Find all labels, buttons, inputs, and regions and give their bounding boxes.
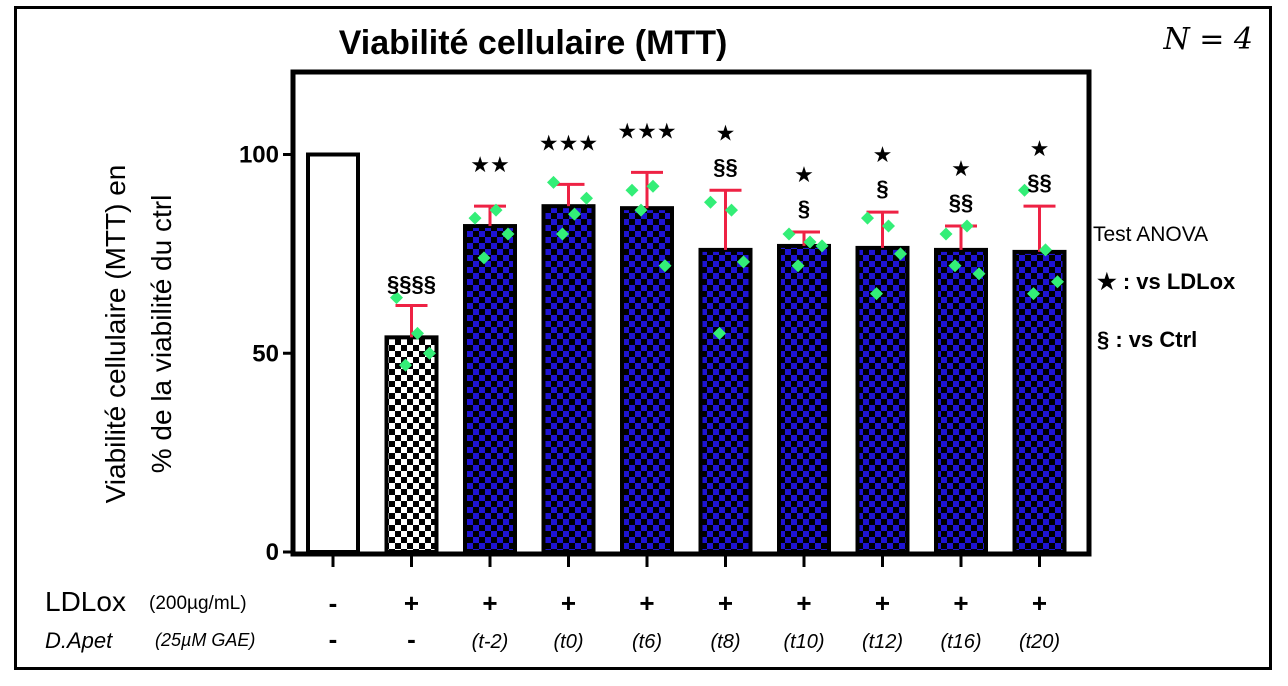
bar-t6 [620,206,674,554]
data-point-t16-1 [960,219,974,233]
row-ldlox-value-Ctrl: - [329,588,338,618]
data-point-t20-2 [1051,275,1064,289]
data-point-t8-0 [704,195,717,209]
sig-stars-t6: ★★★ [617,119,676,144]
data-point-t6-0 [625,183,639,197]
data-point-t-2-0 [468,211,482,225]
data-point-t10-1 [803,235,817,249]
data-point-t8-1 [725,203,738,217]
legend-section: § : vs Ctrl [1097,327,1197,352]
data-point-t12-1 [882,219,895,233]
row-ldlox-label: LDLox [45,586,126,617]
data-point-t0-0 [547,175,560,189]
row-ldlox-value-t6: + [639,588,654,618]
sig-stars-t10: ★ [794,163,814,188]
data-point-t-2-1 [489,203,503,217]
data-point-t6-1 [646,179,660,193]
data-point-t8-3 [713,326,726,340]
row-dapet-unit: (25µM GAE) [155,630,255,650]
row-dapet-value-t16: (t16) [940,631,981,653]
data-point-LDLox-3 [399,358,412,372]
data-point-t-2-2 [501,227,515,241]
sig-stars-t12: ★ [873,143,893,168]
data-point-t6-3 [634,203,648,217]
data-point-t16-3 [948,259,962,273]
bar-Ctrl [306,152,360,554]
n-label: N = 4 [1162,22,1253,57]
row-dapet-label: D.Apet [45,628,113,653]
data-point-t8-2 [737,255,750,269]
figure-frame: Viabilité cellulaire (MTT) N = 4 Viabili… [14,6,1272,670]
row-ldlox-unit: (200µg/mL) [149,593,247,614]
sig-stars-t0: ★★★ [539,131,598,156]
bar-t8 [698,247,753,554]
row-dapet-value-t0: (t0) [554,631,584,653]
row-dapet-value-t10: (t10) [783,631,824,653]
sig-sections-LDLox: §§§§ [387,272,436,297]
y-tick-label-0: 0 [266,539,279,566]
sig-sections-t10: § [798,196,810,221]
sig-stars-t8: ★ [716,121,736,146]
data-point-t12-3 [870,287,883,301]
data-point-t16-2 [972,267,986,281]
data-point-t0-1 [568,207,581,221]
bar-t0 [541,204,596,555]
chart-title: Viabilité cellulaire (MTT) [339,24,728,62]
legend-star: ★ : vs LDLox [1097,269,1236,294]
row-dapet-value-LDLox: - [407,624,416,654]
data-point-t6-2 [658,259,672,273]
data-point-t20-3 [1027,287,1040,301]
bar-t-2 [463,224,517,555]
row-dapet-value-t6: (t6) [632,631,662,653]
data-point-t10-0 [782,227,796,241]
y-axis-label-line2: % de la viabilité du ctrl [146,195,177,474]
bar-t12 [855,245,910,554]
row-ldlox-value-t16: + [953,588,968,618]
row-dapet-value-t8: (t8) [711,631,741,653]
data-point-t0-2 [580,191,593,205]
data-point-t0-3 [556,227,569,241]
bar-t20 [1012,249,1067,554]
sig-stars-t-2: ★★ [470,153,509,178]
row-ldlox-value-t8: + [718,588,733,618]
y-axis-label-line1: Viabilité cellulaire (MTT) en [100,165,131,504]
data-point-LDLox-1 [411,326,424,340]
data-point-t10-3 [791,259,805,273]
row-ldlox-value-LDLox: + [404,588,419,618]
sig-sections-t12: § [876,176,888,201]
data-point-t-2-3 [477,251,491,265]
data-point-t16-0 [939,227,953,241]
data-point-t10-2 [815,239,829,253]
y-tick-label-50: 50 [252,340,279,367]
data-point-LDLox-2 [423,346,436,360]
row-ldlox-value-t10: + [796,588,811,618]
sig-sections-t16: §§ [949,190,973,215]
data-point-t12-0 [861,211,874,225]
bar-t16 [934,247,988,554]
bar-t10 [777,243,831,555]
data-point-t12-2 [894,247,907,261]
data-point-LDLox-0 [390,291,403,305]
row-ldlox-value-t20: + [1032,588,1047,618]
bar-LDLox [384,335,439,554]
data-point-t20-1 [1039,243,1052,257]
row-dapet-value-t12: (t12) [862,631,903,653]
row-dapet-value-t20: (t20) [1019,631,1060,653]
row-dapet-value-Ctrl: - [329,624,338,654]
plot-frame [290,69,1092,557]
y-tick-label-100: 100 [239,142,279,169]
row-ldlox-value-t-2: + [482,588,497,618]
legend-title: Test ANOVA [1093,223,1208,246]
row-ldlox-value-t12: + [875,588,890,618]
chart: Viabilité cellulaire (MTT) N = 4 Viabili… [45,22,1253,654]
sig-sections-t8: §§ [713,154,737,179]
sig-sections-t20: §§ [1027,170,1051,195]
data-point-t20-0 [1018,183,1031,197]
sig-stars-t20: ★ [1030,137,1050,162]
row-dapet-value-t-2: (t-2) [472,631,509,653]
sig-stars-t16: ★ [951,157,971,182]
row-ldlox-value-t0: + [561,588,576,618]
